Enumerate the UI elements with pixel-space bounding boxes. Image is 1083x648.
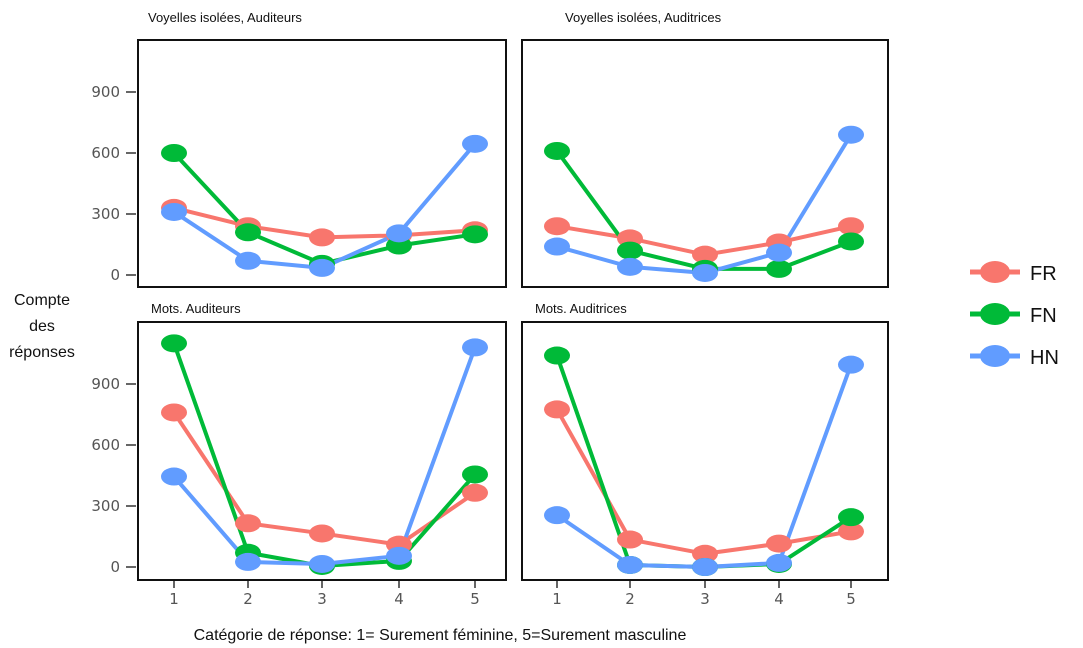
data-point-fr — [544, 217, 570, 236]
y-axis-label-line: Compte — [14, 292, 70, 309]
data-point-fr — [309, 228, 335, 247]
data-point-fr — [161, 403, 187, 422]
data-point-hn — [235, 251, 261, 270]
y-tick-label: 600 — [91, 436, 120, 454]
data-point-hn — [692, 558, 718, 576]
x-tick-label: 2 — [625, 590, 635, 608]
data-point-hn — [838, 355, 864, 374]
data-point-fn — [766, 259, 792, 278]
data-point-fr — [235, 514, 261, 533]
legend-label: FN — [1030, 305, 1057, 327]
x-tick-label: 4 — [394, 590, 404, 608]
panel-frame — [521, 321, 889, 581]
y-tick-label: 0 — [110, 266, 120, 284]
y-axis-label-line: réponses — [9, 344, 75, 361]
x-tick-label: 5 — [846, 590, 856, 608]
y-tick-label: 600 — [91, 144, 120, 162]
legend-label: HN — [1030, 347, 1059, 369]
x-tick-label: 3 — [700, 590, 710, 608]
panel-title: Voyelles isolées, Auditeurs — [148, 10, 302, 25]
data-point-fn — [161, 144, 187, 162]
x-axis-label: Catégorie de réponse: 1= Surement fémini… — [194, 627, 687, 644]
data-point-fn — [462, 225, 488, 244]
y-tick-label: 300 — [91, 205, 120, 223]
panel-title: Mots. Auditrices — [535, 301, 627, 316]
data-point-hn — [544, 506, 570, 525]
data-point-fn — [544, 141, 570, 160]
data-point-fr — [692, 245, 718, 264]
panel-title: Mots. Auditeurs — [151, 301, 241, 316]
data-point-fn — [462, 465, 488, 484]
data-point-fr — [766, 534, 792, 553]
data-point-hn — [161, 467, 187, 486]
data-point-fr — [838, 217, 864, 236]
data-point-hn — [544, 237, 570, 256]
x-tick-label: 5 — [470, 590, 480, 608]
data-point-fn — [838, 232, 864, 251]
y-tick-label: 0 — [110, 558, 120, 576]
y-axis-label-line: des — [29, 318, 55, 335]
x-tick-label: 1 — [169, 590, 179, 608]
data-point-fr — [692, 544, 718, 563]
legend-key-point — [980, 345, 1010, 367]
data-point-fn — [617, 241, 643, 260]
data-point-fr — [544, 400, 570, 419]
data-point-hn — [766, 553, 792, 572]
data-point-hn — [617, 257, 643, 276]
data-point-hn — [386, 546, 412, 565]
y-tick-label: 300 — [91, 497, 120, 515]
data-point-fn — [235, 223, 261, 242]
panel-frame — [137, 39, 507, 288]
data-point-fr — [838, 522, 864, 541]
data-point-hn — [235, 552, 261, 571]
data-point-fn — [544, 346, 570, 365]
data-point-hn — [766, 243, 792, 262]
legend-label: FR — [1030, 263, 1057, 285]
data-point-hn — [617, 555, 643, 574]
data-point-fr — [462, 483, 488, 502]
data-point-fr — [617, 530, 643, 549]
y-tick-label: 900 — [91, 375, 120, 393]
x-tick-label: 3 — [317, 590, 327, 608]
data-point-hn — [692, 263, 718, 282]
data-point-hn — [386, 224, 412, 243]
data-point-fn — [838, 508, 864, 527]
x-tick-label: 2 — [243, 590, 253, 608]
data-point-hn — [462, 338, 488, 357]
data-point-hn — [838, 125, 864, 144]
data-point-hn — [161, 202, 187, 221]
y-tick-label: 900 — [91, 83, 120, 101]
data-point-hn — [309, 554, 335, 573]
x-tick-label: 1 — [552, 590, 562, 608]
data-point-fr — [309, 524, 335, 543]
data-point-fn — [161, 334, 187, 353]
panel-title: Voyelles isolées, Auditrices — [565, 10, 722, 25]
data-point-hn — [462, 134, 488, 153]
legend-key-point — [980, 303, 1010, 325]
x-tick-label: 4 — [774, 590, 784, 608]
legend-key-point — [980, 261, 1010, 283]
data-point-hn — [309, 258, 335, 277]
